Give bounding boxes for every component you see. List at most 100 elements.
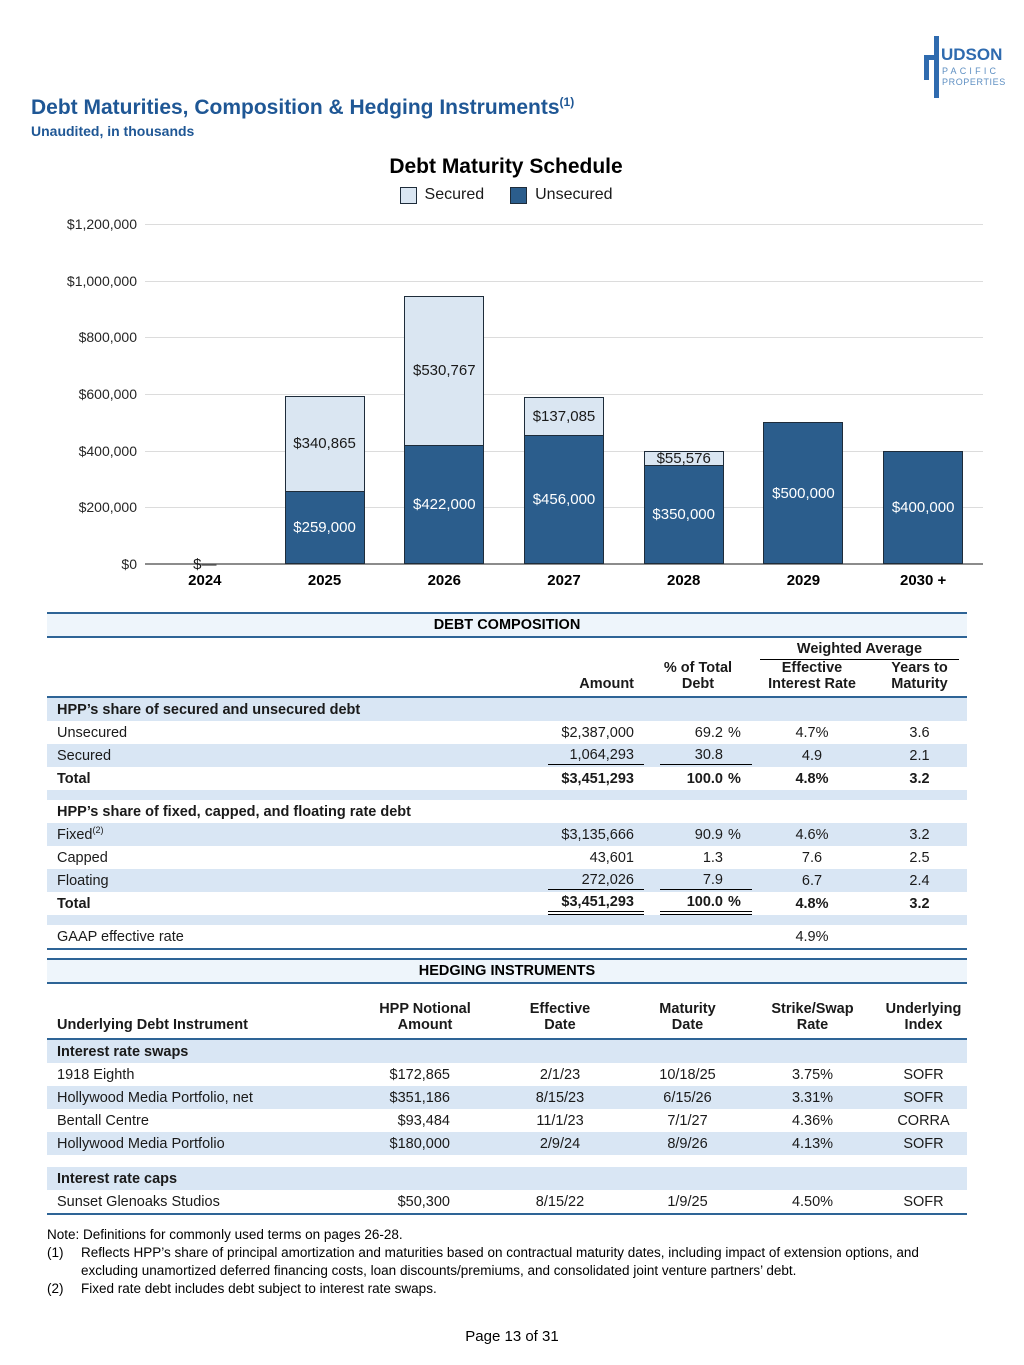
pct-value: 1.3 bbox=[660, 849, 752, 867]
table-row: Hollywood Media Portfolio, net $351,186 8/… bbox=[47, 1086, 967, 1109]
bar-segment-unsecured: $422,000 bbox=[404, 444, 485, 564]
pct-value: 100.0% bbox=[660, 893, 752, 915]
years-cell: 2.5 bbox=[909, 849, 930, 866]
pct-cell: 90.9% bbox=[644, 826, 752, 844]
row-label-text: Floating bbox=[57, 872, 109, 889]
bar-value-label: $530,767 bbox=[412, 362, 476, 380]
gridline bbox=[145, 280, 983, 282]
x-tick-label: 2025 bbox=[307, 572, 342, 589]
pct-cell: 100.0% bbox=[644, 893, 752, 915]
rate-cell: 3.75% bbox=[791, 1066, 834, 1083]
amount-value: 1,064,293 bbox=[548, 746, 644, 765]
y-tick-label: $1,200,000 bbox=[66, 216, 137, 232]
note-general: Note: Definitions for commonly used term… bbox=[47, 1227, 403, 1242]
y-tick-label: $200,000 bbox=[78, 499, 137, 516]
spacer-row bbox=[47, 790, 967, 800]
maturity-date-cell: 6/15/26 bbox=[663, 1089, 712, 1106]
debt-composition-section: DEBT COMPOSITION Weighted Average Amount… bbox=[47, 612, 967, 950]
column-header-effective-interest-rate: Effective Interest Rate bbox=[768, 659, 856, 693]
amount-cell: $3,451,293 bbox=[534, 893, 644, 915]
bar-segment-secured: $340,865 bbox=[284, 395, 365, 493]
amount-cell: 272,026 bbox=[534, 871, 644, 890]
bar-value-label: $400,000 bbox=[891, 498, 955, 516]
pct-number: 30.8 bbox=[694, 747, 723, 763]
spacer-row bbox=[47, 1155, 967, 1167]
row-label: Floating bbox=[47, 873, 534, 889]
bar-segment-unsecured: $259,000 bbox=[284, 490, 365, 564]
amount-cell: $3,451,293 bbox=[534, 770, 644, 788]
years-cell: 2.4 bbox=[909, 872, 930, 889]
amount-value: 272,026 bbox=[548, 871, 644, 890]
years-cell: 3.2 bbox=[909, 770, 930, 787]
rate-cell: 7.6 bbox=[801, 849, 823, 866]
section-header-row: Interest rate swaps bbox=[47, 1040, 967, 1063]
effective-date-cell: 8/15/22 bbox=[535, 1193, 585, 1210]
years-cell: 3.2 bbox=[909, 826, 930, 843]
notional-cell: $50,300 bbox=[397, 1193, 450, 1210]
page-title-text: Debt Maturities, Composition & Hedging I… bbox=[31, 96, 560, 119]
chart-title: Debt Maturity Schedule bbox=[389, 155, 623, 178]
pct-suffix: % bbox=[728, 893, 741, 910]
table-row: 1918 Eighth $172,865 2/1/23 10/18/25 3.75% SO… bbox=[47, 1063, 967, 1086]
effective-date-cell: 2/9/24 bbox=[539, 1135, 581, 1152]
rate-cell: 4.50% bbox=[791, 1193, 834, 1210]
table-row: Total $3,451,293 100.0% 4.8% 3.2 bbox=[47, 767, 967, 790]
note-2-text: Fixed rate debt includes debt subject to… bbox=[81, 1280, 437, 1296]
notional-cell: $351,186 bbox=[389, 1089, 450, 1106]
pct-number: 7.9 bbox=[702, 872, 723, 888]
column-header-hpp-notional-amount: HPP Notional Amount bbox=[379, 1000, 471, 1034]
logo-text-hudson: UDSON bbox=[941, 45, 1002, 64]
row-label: Total bbox=[47, 896, 534, 912]
bar-value-label: $340,865 bbox=[293, 435, 356, 453]
note-item-1: (1) Reflects HPP’s share of principal am… bbox=[47, 1244, 977, 1280]
chart-legend: Secured Unsecured bbox=[0, 186, 1012, 204]
notional-cell: $93,484 bbox=[397, 1112, 450, 1129]
bar-segment-unsecured: $500,000 bbox=[763, 422, 844, 564]
bar-segment-secured: $530,767 bbox=[404, 295, 485, 446]
amount-value: 43,601 bbox=[589, 849, 634, 866]
column-header-years-to-maturity: Years to Maturity bbox=[891, 659, 948, 693]
table-row: Capped 43,601 1.3 7.6 2.5 bbox=[47, 846, 967, 869]
debt-composition-header: DEBT COMPOSITION bbox=[47, 612, 967, 638]
instrument-cell: 1918 Eighth bbox=[57, 1066, 135, 1083]
row-label-text: Unsecured bbox=[57, 724, 128, 741]
row-label: Secured bbox=[47, 748, 534, 764]
pct-number: 90.9 bbox=[694, 826, 723, 843]
rate-cell: 4.13% bbox=[791, 1135, 834, 1152]
hedging-instruments-section: HEDGING INSTRUMENTS Underlying Debt Inst… bbox=[47, 958, 967, 1215]
hudson-logo-mark: UDSON PACIFIC PROPERTIES bbox=[924, 36, 1005, 98]
instrument-cell: Hollywood Media Portfolio, net bbox=[57, 1089, 253, 1106]
composition-column-headers: Weighted Average Amount % of Total Debt … bbox=[47, 638, 967, 698]
pct-cell: 7.9 bbox=[644, 871, 752, 890]
table-row: Floating 272,026 7.9 6.7 2.4 bbox=[47, 869, 967, 892]
instrument-cell: Sunset Glenoaks Studios bbox=[57, 1193, 220, 1210]
pct-suffix: % bbox=[728, 724, 741, 741]
pct-value: 90.9% bbox=[660, 826, 752, 844]
pct-value: 100.0% bbox=[660, 770, 752, 788]
years-cell: 3.2 bbox=[909, 895, 930, 912]
index-cell: SOFR bbox=[903, 1135, 944, 1152]
pct-number: 100.0 bbox=[686, 770, 723, 787]
pct-suffix: % bbox=[728, 770, 741, 787]
x-tick-label: 2026 bbox=[427, 572, 461, 589]
table-row: Fixed(2) $3,135,666 90.9% 4.6% 3.2 bbox=[47, 823, 967, 846]
page-subtitle: Unaudited, in thousands bbox=[31, 123, 195, 140]
legend-swatch bbox=[510, 186, 528, 204]
section-title: Interest rate caps bbox=[57, 1170, 178, 1187]
composition-table-body: HPP’s share of secured and unsecured deb… bbox=[47, 698, 967, 950]
row-label-text: Total bbox=[57, 770, 91, 787]
effective-date-cell: 8/15/23 bbox=[535, 1089, 585, 1106]
rate-cell: 4.8% bbox=[795, 770, 829, 787]
pct-cell: 30.8 bbox=[644, 746, 752, 765]
x-tick-label: 2024 bbox=[188, 572, 222, 589]
rate-cell: 4.7% bbox=[795, 724, 829, 741]
zero-value-label: $— bbox=[193, 556, 217, 573]
row-label: Total bbox=[47, 771, 534, 787]
effective-date-cell: 11/1/23 bbox=[536, 1112, 584, 1129]
spacer-row bbox=[47, 915, 967, 925]
row-label-text: Capped bbox=[57, 849, 108, 866]
pct-cell: 100.0% bbox=[644, 770, 752, 788]
column-header-amount: Amount bbox=[579, 676, 634, 693]
chart-plot: $— $259,000 $340,865 $422,000 $530,767 $456,0… bbox=[145, 224, 983, 573]
bar-value-label: $137,085 bbox=[532, 408, 596, 426]
